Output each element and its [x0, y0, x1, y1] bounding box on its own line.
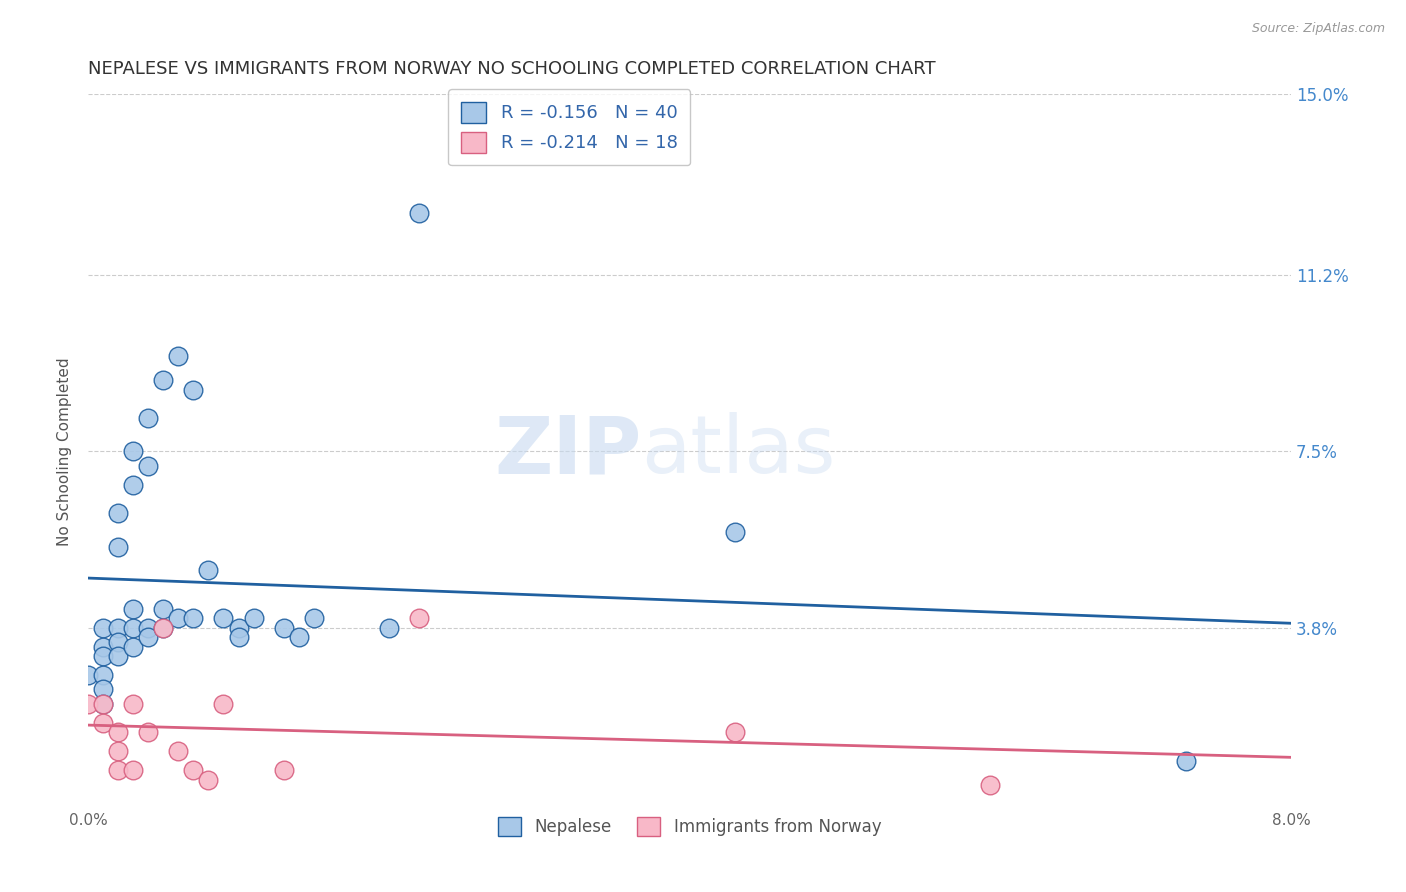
Point [287, 630, 309, 644]
Point [91, 682, 114, 697]
Point [122, 697, 145, 711]
Point [212, 611, 235, 625]
Point [91, 668, 114, 682]
Point [167, 611, 190, 625]
Point [273, 764, 295, 778]
Point [167, 349, 190, 363]
Point [197, 772, 219, 787]
Point [378, 621, 401, 635]
Point [136, 411, 159, 425]
Point [107, 725, 129, 739]
Point [242, 611, 264, 625]
Point [724, 525, 747, 540]
Point [107, 764, 129, 778]
Point [91, 697, 114, 711]
Point [152, 621, 174, 635]
Point [91, 640, 114, 654]
Point [107, 540, 129, 554]
Point [212, 697, 235, 711]
Point [152, 373, 174, 387]
Point [183, 611, 205, 625]
Point [228, 630, 250, 644]
Point [122, 621, 145, 635]
Point [107, 635, 129, 649]
Point [107, 649, 129, 664]
Point [152, 621, 174, 635]
Point [107, 506, 129, 520]
Text: ZIP: ZIP [495, 412, 641, 491]
Point [91, 621, 114, 635]
Point [136, 630, 159, 644]
Point [197, 564, 219, 578]
Point [408, 206, 430, 220]
Point [979, 778, 1001, 792]
Point [183, 764, 205, 778]
Point [91, 715, 114, 730]
Point [122, 444, 145, 458]
Point [91, 697, 114, 711]
Text: Source: ZipAtlas.com: Source: ZipAtlas.com [1251, 22, 1385, 36]
Point [77, 668, 100, 682]
Point [122, 764, 145, 778]
Point [408, 611, 430, 625]
Text: NEPALESE VS IMMIGRANTS FROM NORWAY NO SCHOOLING COMPLETED CORRELATION CHART: NEPALESE VS IMMIGRANTS FROM NORWAY NO SC… [89, 60, 936, 78]
Point [724, 725, 747, 739]
Text: atlas: atlas [641, 412, 837, 491]
Point [122, 477, 145, 491]
Point [228, 621, 250, 635]
Point [183, 383, 205, 397]
Point [122, 640, 145, 654]
Point [1174, 754, 1197, 768]
Point [302, 611, 325, 625]
Point [136, 725, 159, 739]
Point [91, 649, 114, 664]
Point [152, 601, 174, 615]
Point [136, 458, 159, 473]
Point [167, 744, 190, 758]
Legend: Nepalese, Immigrants from Norway: Nepalese, Immigrants from Norway [492, 810, 889, 843]
Point [136, 621, 159, 635]
Point [107, 744, 129, 758]
Point [273, 621, 295, 635]
Point [122, 601, 145, 615]
Y-axis label: No Schooling Completed: No Schooling Completed [58, 357, 72, 546]
Point [77, 697, 100, 711]
Point [107, 621, 129, 635]
